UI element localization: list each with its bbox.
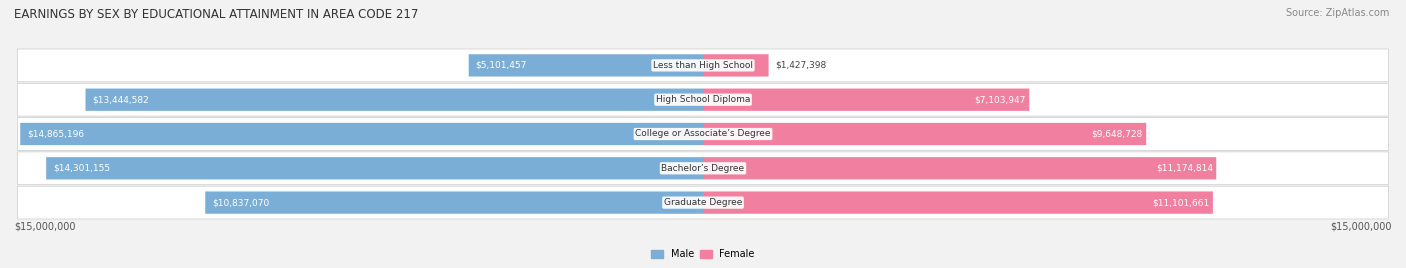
Text: $15,000,000: $15,000,000 [14,222,76,232]
Text: EARNINGS BY SEX BY EDUCATIONAL ATTAINMENT IN AREA CODE 217: EARNINGS BY SEX BY EDUCATIONAL ATTAINMEN… [14,8,419,21]
FancyBboxPatch shape [703,54,769,77]
Text: Source: ZipAtlas.com: Source: ZipAtlas.com [1285,8,1389,18]
Text: $1,427,398: $1,427,398 [776,61,827,70]
FancyBboxPatch shape [703,123,1146,145]
FancyBboxPatch shape [46,157,703,180]
Text: Less than High School: Less than High School [652,61,754,70]
FancyBboxPatch shape [17,152,1389,185]
Text: High School Diploma: High School Diploma [655,95,751,104]
Text: $10,837,070: $10,837,070 [212,198,270,207]
Text: Graduate Degree: Graduate Degree [664,198,742,207]
FancyBboxPatch shape [703,157,1216,180]
Text: $14,865,196: $14,865,196 [27,129,84,139]
FancyBboxPatch shape [703,191,1213,214]
FancyBboxPatch shape [468,54,703,77]
Text: $7,103,947: $7,103,947 [974,95,1026,104]
Text: $15,000,000: $15,000,000 [1330,222,1392,232]
Text: $14,301,155: $14,301,155 [53,164,110,173]
Legend: Male, Female: Male, Female [647,245,759,263]
Text: $5,101,457: $5,101,457 [475,61,527,70]
Text: $13,444,582: $13,444,582 [93,95,149,104]
FancyBboxPatch shape [17,49,1389,82]
Text: College or Associate’s Degree: College or Associate’s Degree [636,129,770,139]
FancyBboxPatch shape [17,83,1389,116]
FancyBboxPatch shape [17,186,1389,219]
FancyBboxPatch shape [703,88,1029,111]
FancyBboxPatch shape [20,123,703,145]
FancyBboxPatch shape [205,191,703,214]
Text: $11,174,814: $11,174,814 [1156,164,1213,173]
Text: $9,648,728: $9,648,728 [1091,129,1143,139]
Text: $11,101,661: $11,101,661 [1152,198,1209,207]
FancyBboxPatch shape [17,118,1389,150]
Text: Bachelor’s Degree: Bachelor’s Degree [661,164,745,173]
FancyBboxPatch shape [86,88,703,111]
